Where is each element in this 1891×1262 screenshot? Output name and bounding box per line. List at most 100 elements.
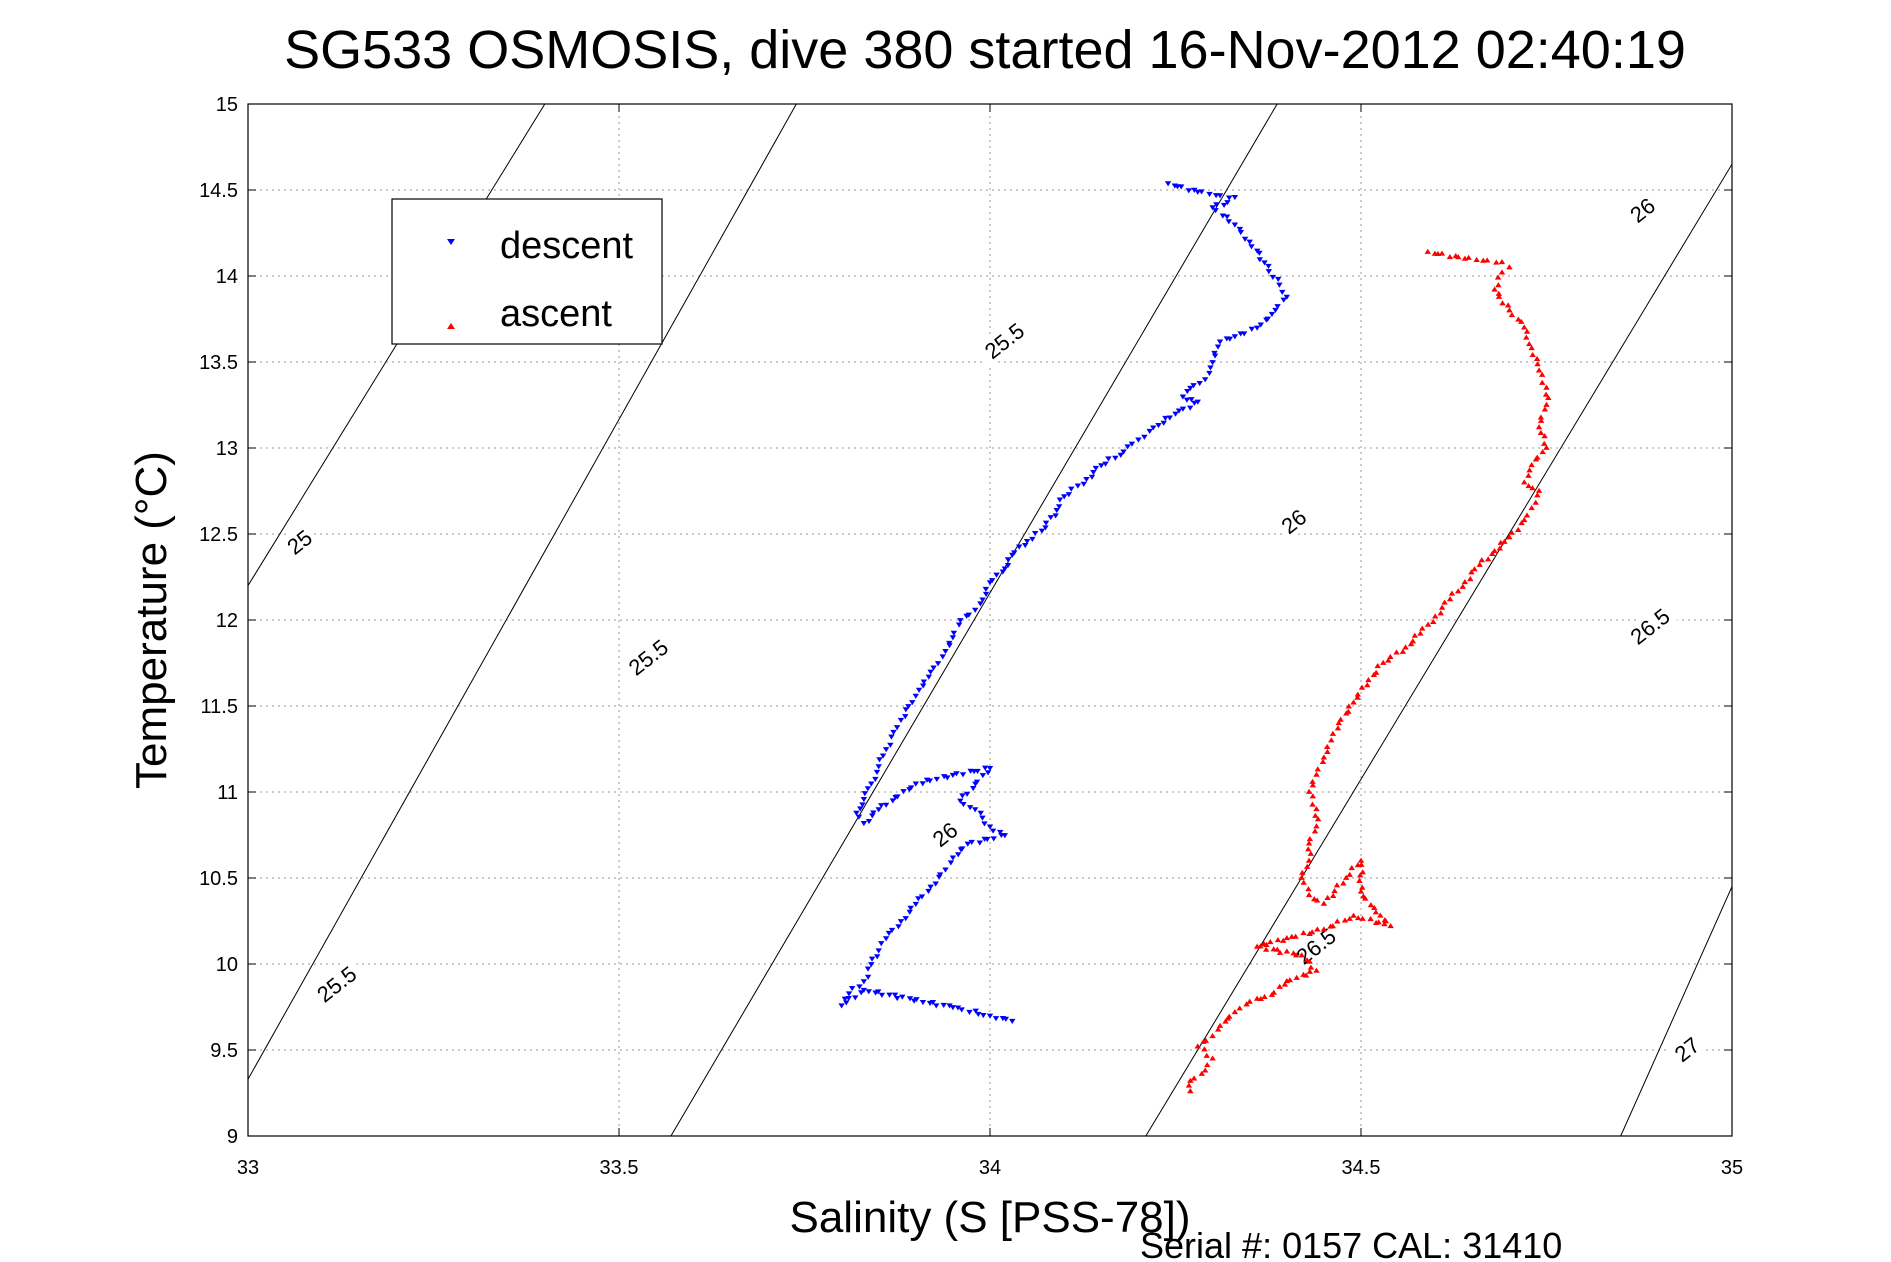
descent-point	[993, 572, 1000, 578]
ascent-point	[1236, 1005, 1243, 1011]
ascent-point	[1246, 998, 1253, 1004]
descent-point	[878, 941, 885, 947]
ascent-point	[1498, 269, 1506, 275]
ascent-point	[1478, 557, 1485, 563]
descent-point	[929, 999, 937, 1006]
descent-point	[999, 569, 1007, 575]
ascent-point	[1305, 857, 1313, 863]
descent-point	[878, 803, 885, 809]
descent-point	[1265, 269, 1272, 275]
ascent-point	[1306, 930, 1313, 936]
descent-point	[853, 810, 860, 816]
ascent-point	[1543, 444, 1550, 450]
y-tick-label: 14.5	[199, 180, 238, 202]
descent-point	[949, 855, 957, 861]
descent-point	[1213, 202, 1220, 208]
descent-point	[1117, 452, 1124, 458]
ascent-point	[1200, 1038, 1207, 1044]
y-tick-label: 11	[217, 782, 238, 804]
descent-point	[905, 704, 912, 710]
descent-point	[1212, 208, 1219, 214]
isopycnal-line-26	[670, 104, 1278, 1136]
ascent-point	[1424, 621, 1432, 627]
ascent-point	[1274, 937, 1282, 943]
ascent-point	[1262, 946, 1270, 952]
descent-point	[975, 1011, 982, 1017]
descent-point	[857, 806, 864, 812]
descent-point	[1184, 388, 1191, 395]
descent-point	[1280, 297, 1287, 303]
descent-point	[1179, 406, 1187, 412]
ascent-point	[1334, 918, 1341, 924]
descent-point	[882, 936, 890, 942]
ascent-point	[1387, 922, 1394, 929]
descent-point	[1187, 405, 1194, 411]
ascent-point	[1300, 971, 1307, 977]
descent-point	[979, 773, 987, 779]
x-axis-label: Salinity (S [PSS-78])	[789, 1193, 1190, 1242]
ascent-series	[1185, 248, 1552, 1094]
descent-point	[927, 669, 934, 675]
descent-point	[982, 591, 990, 598]
ascent-point	[1535, 367, 1543, 373]
descent-point	[963, 791, 971, 797]
descent-point	[1196, 381, 1203, 387]
ascent-point	[1506, 534, 1513, 540]
ascent-point	[1374, 663, 1381, 669]
descent-point	[989, 828, 997, 834]
descent-point	[870, 810, 877, 816]
y-tick-label: 13	[216, 438, 238, 460]
descent-point	[982, 586, 990, 592]
ascent-point	[1267, 939, 1274, 945]
ascent-point	[1496, 545, 1504, 551]
ascent-point	[1350, 912, 1357, 918]
ascent-point	[1534, 492, 1541, 498]
ascent-point	[1281, 981, 1289, 987]
ascent-point	[1387, 653, 1394, 660]
ascent-point	[1346, 915, 1353, 921]
ascent-point	[1545, 394, 1552, 400]
ascent-point	[1300, 879, 1307, 885]
descent-point	[1164, 181, 1172, 187]
descent-point	[900, 789, 907, 795]
descent-point	[1038, 528, 1046, 534]
ascent-point	[1342, 874, 1350, 880]
ascent-point	[1454, 588, 1462, 594]
descent-point	[1283, 294, 1290, 300]
descent-point	[1272, 307, 1279, 313]
ascent-point	[1320, 926, 1328, 932]
ascent-point	[1532, 499, 1539, 505]
ascent-point	[1528, 462, 1535, 468]
descent-point	[1223, 214, 1231, 220]
descent-point	[1183, 397, 1191, 403]
ascent-point	[1499, 300, 1506, 306]
descent-point	[875, 807, 882, 813]
ascent-point	[1324, 894, 1331, 901]
ascent-point	[1521, 517, 1528, 523]
descent-point	[875, 764, 882, 770]
descent-point	[930, 665, 937, 671]
descent-point	[1225, 195, 1233, 201]
ascent-point	[1518, 520, 1525, 526]
descent-point	[1004, 557, 1012, 563]
descent-point	[1009, 1018, 1016, 1024]
ascent-point	[1276, 949, 1284, 955]
ascent-point	[1377, 912, 1384, 918]
descent-point	[1047, 515, 1054, 521]
ascent-point	[1257, 943, 1264, 949]
descent-point	[1207, 365, 1214, 371]
ascent-point	[1214, 1026, 1222, 1032]
ascent-point	[1372, 919, 1380, 926]
serial-cal-footer: Serial #: 0157 CAL: 31410	[1140, 1225, 1562, 1262]
descent-point	[1004, 562, 1012, 569]
descent-point	[1236, 226, 1244, 232]
ascent-point	[1187, 1088, 1194, 1094]
ascent-point	[1424, 248, 1431, 254]
ascent-point	[1224, 1015, 1231, 1021]
ascent-point	[1528, 345, 1535, 351]
descent-point	[1190, 383, 1197, 389]
y-tick-label: 10	[216, 954, 238, 976]
descent-point	[1214, 344, 1222, 350]
ascent-point	[1438, 250, 1446, 256]
